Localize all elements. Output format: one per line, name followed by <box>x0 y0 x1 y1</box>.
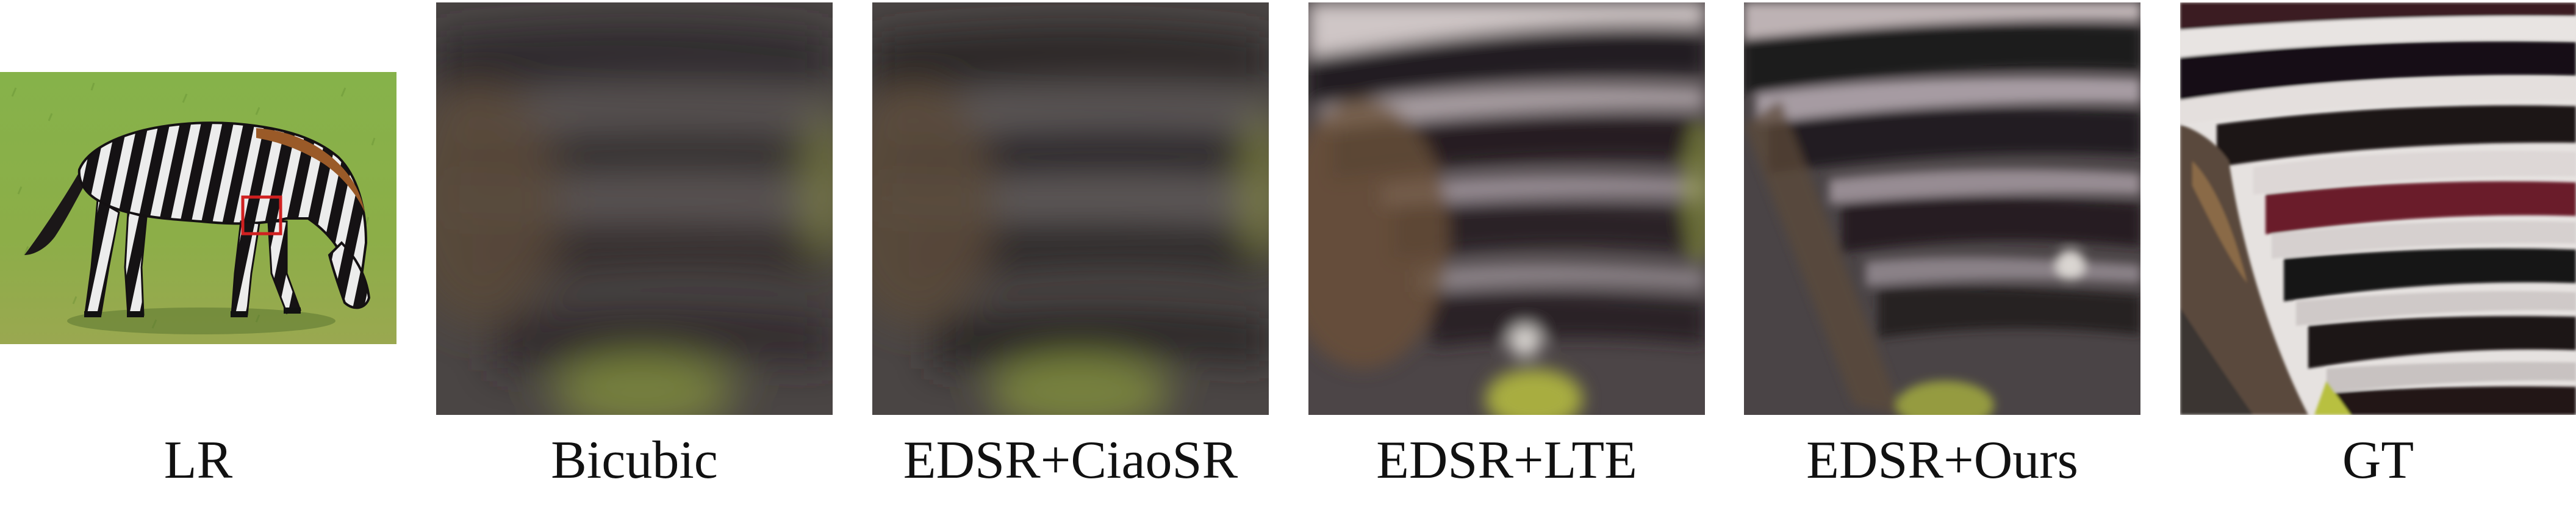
gt-crop <box>2180 2 2576 415</box>
bicubic-crop <box>436 2 833 415</box>
caption-lr: LR <box>0 427 396 494</box>
lte-crop <box>1308 2 1705 415</box>
caption-bicubic: Bicubic <box>436 427 833 494</box>
caption-lte: EDSR+LTE <box>1308 427 1705 494</box>
caption-ciaosr: EDSR+CiaoSR <box>872 427 1269 494</box>
ciaosr-crop <box>872 2 1269 415</box>
caption-ours: EDSR+Ours <box>1744 427 2140 494</box>
lr-image <box>0 72 396 344</box>
ours-crop <box>1744 2 2140 415</box>
caption-gt: GT <box>2180 427 2576 494</box>
